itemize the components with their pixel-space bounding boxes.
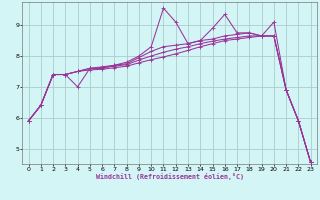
X-axis label: Windchill (Refroidissement éolien,°C): Windchill (Refroidissement éolien,°C) [96, 173, 244, 180]
